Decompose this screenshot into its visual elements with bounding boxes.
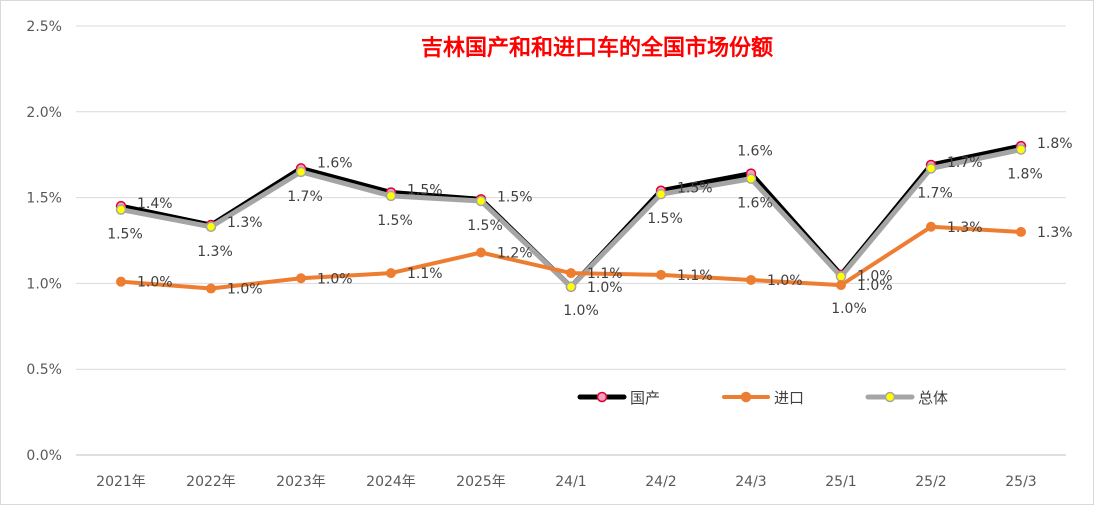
- data-point: [926, 221, 936, 232]
- data-point: [656, 269, 666, 280]
- data-label: 1.7%: [287, 189, 323, 205]
- data-label: 1.3%: [227, 215, 263, 231]
- y-tick-label: 2.0%: [26, 105, 62, 121]
- data-point: [386, 268, 396, 279]
- data-labels: 1.4% 1.3% 1.6% 1.5% 1.5% 1.0% 1.5% 1.6% 1.0% 1.7%…: [107, 136, 1072, 319]
- data-label: 1.8%: [1037, 136, 1073, 152]
- data-label: 1.3%: [947, 220, 983, 236]
- data-label: 1.5%: [497, 189, 533, 205]
- data-label: 1.7%: [947, 155, 983, 171]
- x-tick-label: 25/2: [915, 474, 946, 490]
- data-point: [205, 221, 217, 233]
- data-point: [836, 280, 846, 291]
- data-label: 1.3%: [1037, 225, 1073, 241]
- data-label: 1.5%: [677, 181, 713, 197]
- series-layer: [115, 140, 1027, 294]
- legend: 国产 进口 总体: [577, 389, 948, 407]
- data-label: 1.0%: [831, 301, 867, 317]
- data-label: 1.8%: [1007, 167, 1043, 183]
- data-point: [296, 273, 306, 284]
- data-label: 1.1%: [587, 266, 623, 282]
- data-label: 1.0%: [587, 280, 623, 296]
- data-label: 1.5%: [377, 213, 413, 229]
- legend-marker: [884, 391, 896, 403]
- chart-title: 吉林国产和和进口车的全国市场份额: [421, 35, 773, 61]
- data-label: 1.4%: [137, 196, 173, 212]
- data-point: [655, 188, 667, 200]
- data-point: [565, 281, 577, 293]
- data-label: 1.1%: [407, 266, 443, 282]
- x-tick-label: 2023年: [276, 474, 326, 490]
- x-tick-label: 25/3: [1005, 474, 1036, 490]
- data-label: 1.0%: [857, 269, 893, 285]
- data-label: 1.6%: [317, 155, 353, 171]
- legend-label: 进口: [774, 389, 804, 407]
- data-point: [206, 283, 216, 294]
- data-label: 1.1%: [677, 268, 713, 284]
- data-point: [566, 268, 576, 279]
- data-label: 1.6%: [737, 144, 773, 160]
- data-point: [476, 247, 486, 258]
- data-label: 1.5%: [107, 227, 143, 243]
- x-tick-label: 2025年: [456, 474, 506, 490]
- data-point: [116, 276, 126, 287]
- x-tick-label: 24/2: [645, 474, 676, 490]
- y-tick-label: 1.0%: [26, 276, 62, 292]
- data-point: [1016, 226, 1026, 237]
- data-label: 1.0%: [227, 282, 263, 298]
- y-tick-label: 0.5%: [26, 362, 62, 378]
- data-label: 1.6%: [737, 196, 773, 212]
- data-label: 1.5%: [647, 211, 683, 227]
- y-tick-label: 1.5%: [26, 191, 62, 207]
- data-point: [835, 271, 847, 282]
- x-tick-label: 2024年: [366, 474, 416, 490]
- y-axis-ticks: 0.0% 0.5% 1.0% 1.5% 2.0% 2.5%: [26, 19, 62, 464]
- x-tick-label: 2021年: [96, 474, 146, 490]
- data-label: 1.5%: [407, 182, 443, 198]
- legend-marker: [596, 391, 608, 403]
- data-label: 1.5%: [467, 218, 503, 234]
- data-label: 1.0%: [563, 303, 599, 319]
- data-point: [475, 195, 487, 207]
- data-point: [925, 163, 937, 174]
- data-label: 1.7%: [917, 185, 953, 201]
- data-point: [295, 166, 307, 178]
- x-tick-label: 24/3: [735, 474, 766, 490]
- data-point: [745, 173, 757, 184]
- data-label: 1.0%: [767, 273, 803, 289]
- x-tick-label: 25/1: [825, 474, 856, 490]
- data-point: [746, 274, 756, 285]
- data-label: 1.0%: [857, 278, 893, 294]
- data-point: [115, 204, 127, 215]
- data-label: 1.2%: [497, 246, 533, 262]
- data-label: 1.3%: [197, 244, 233, 260]
- legend-label: 国产: [630, 389, 660, 407]
- x-tick-label: 2022年: [186, 474, 236, 490]
- data-label: 1.0%: [137, 275, 173, 291]
- legend-marker: [740, 391, 752, 403]
- legend-label: 总体: [918, 389, 948, 407]
- x-tick-label: 24/1: [555, 474, 586, 490]
- x-axis-ticks: 2021年 2022年 2023年 2024年 2025年 24/1 24/2 24/3 25/…: [96, 474, 1037, 490]
- y-tick-label: 2.5%: [26, 19, 62, 35]
- data-point: [385, 190, 397, 202]
- y-tick-label: 0.0%: [26, 448, 62, 464]
- data-point: [1015, 144, 1027, 155]
- data-label: 1.0%: [317, 271, 353, 287]
